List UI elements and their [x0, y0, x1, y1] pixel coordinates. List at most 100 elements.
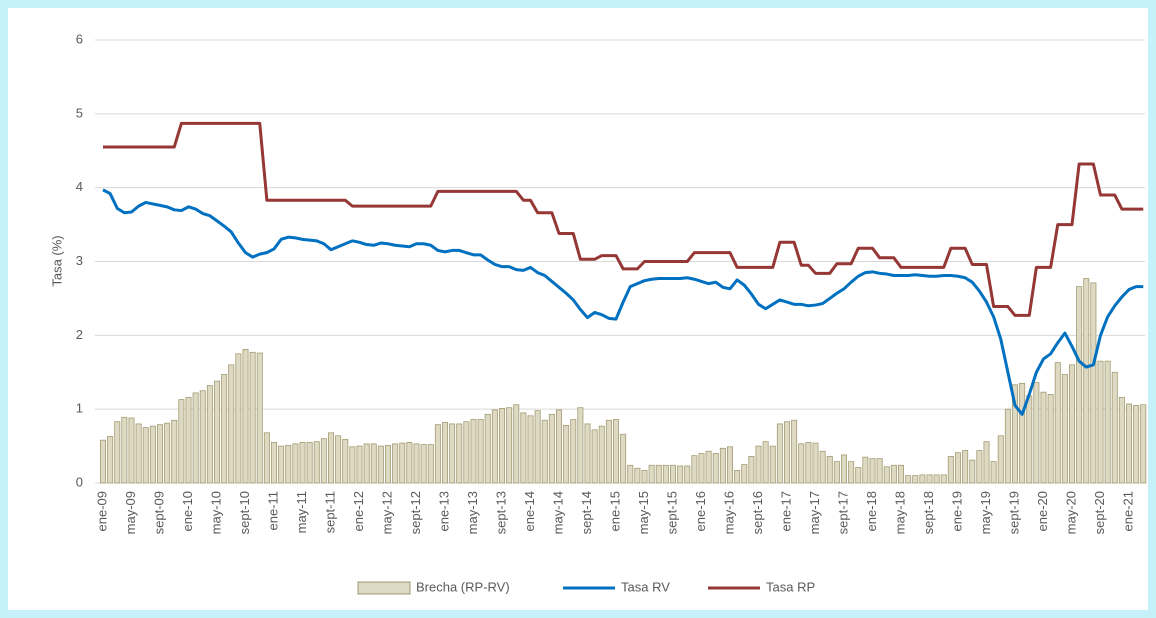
- bar: [1026, 395, 1033, 484]
- x-tick-label: may-20: [1063, 491, 1078, 534]
- x-tick-label: ene-15: [607, 491, 622, 531]
- x-tick-label: ene-09: [94, 491, 109, 531]
- bar: [278, 445, 285, 484]
- bar: [705, 450, 712, 484]
- x-tick-label: ene-11: [265, 491, 280, 531]
- x-tick-label: ene-17: [778, 491, 793, 531]
- x-tick-label: may-13: [465, 491, 480, 534]
- bar: [142, 427, 149, 484]
- bar: [869, 458, 876, 484]
- bar: [1019, 382, 1026, 484]
- bar: [1076, 286, 1083, 484]
- bar: [377, 445, 384, 484]
- bar: [905, 475, 912, 484]
- y-tick-label: 4: [76, 179, 83, 194]
- x-tick-label: may-19: [978, 491, 993, 534]
- bar: [363, 443, 370, 484]
- bar: [384, 444, 391, 484]
- bar: [491, 409, 498, 484]
- bar: [826, 456, 833, 484]
- bar: [370, 443, 377, 484]
- bar: [356, 445, 363, 484]
- x-tick-label: may-16: [721, 491, 736, 534]
- bar: [285, 444, 292, 484]
- bar: [798, 443, 805, 484]
- bar: [734, 470, 741, 484]
- bar: [1104, 360, 1111, 484]
- bar: [563, 425, 570, 484]
- bar: [855, 467, 862, 484]
- bar: [413, 443, 420, 484]
- bar: [776, 423, 783, 484]
- bar: [1033, 382, 1040, 484]
- bar: [1004, 408, 1011, 484]
- bar: [591, 429, 598, 484]
- bar: [484, 413, 491, 484]
- bar: [213, 380, 220, 484]
- bar: [100, 439, 107, 484]
- bar: [634, 467, 641, 484]
- bar: [128, 417, 135, 484]
- bar: [898, 464, 905, 484]
- x-tick-label: sept-10: [237, 491, 252, 534]
- legend-label: Tasa RV: [621, 579, 670, 594]
- bar: [769, 445, 776, 484]
- bar: [805, 441, 812, 484]
- bar: [670, 464, 677, 484]
- bar: [1133, 405, 1140, 484]
- x-tick-label: ene-13: [436, 491, 451, 531]
- bar: [862, 456, 869, 484]
- x-tick-label: may-10: [208, 491, 223, 534]
- bar: [1097, 360, 1104, 484]
- y-tick-label: 2: [76, 327, 83, 342]
- x-tick-label: may-11: [294, 491, 309, 533]
- y-tick-label: 5: [76, 105, 83, 120]
- bar: [955, 452, 962, 484]
- x-tick-label: sept-11: [322, 491, 337, 533]
- bar: [819, 450, 826, 484]
- x-tick-label: sept-17: [835, 491, 850, 534]
- bar: [1040, 391, 1047, 484]
- bar: [627, 464, 634, 484]
- bar: [420, 444, 427, 484]
- bar: [199, 390, 206, 484]
- bar: [498, 408, 505, 484]
- bar: [299, 441, 306, 484]
- bar: [178, 399, 185, 484]
- bar: [962, 450, 969, 484]
- bar: [206, 385, 213, 484]
- bar: [149, 425, 156, 484]
- bar: [292, 443, 299, 484]
- legend-label: Brecha (RP-RV): [416, 579, 510, 594]
- bar: [598, 425, 605, 484]
- x-tick-label: ene-20: [1035, 491, 1050, 531]
- bar: [876, 458, 883, 484]
- bar: [392, 443, 399, 484]
- x-tick-label: ene-19: [949, 491, 964, 531]
- bar: [456, 423, 463, 484]
- legend-swatch: [357, 581, 411, 595]
- line: [103, 121, 1144, 317]
- bar: [584, 423, 591, 484]
- bar: [655, 464, 662, 484]
- bar: [534, 410, 541, 484]
- x-tick-label: may-15: [636, 491, 651, 534]
- x-tick-label: may-09: [123, 491, 138, 534]
- bar: [791, 419, 798, 484]
- bar: [228, 364, 235, 484]
- x-tick-label: ene-14: [522, 491, 537, 531]
- bar: [620, 433, 627, 484]
- y-tick-label: 0: [76, 474, 83, 489]
- bar: [320, 438, 327, 484]
- bar: [983, 441, 990, 484]
- bar: [406, 441, 413, 484]
- bar: [719, 447, 726, 484]
- bar: [470, 419, 477, 484]
- bar: [185, 396, 192, 484]
- bar: [677, 465, 684, 484]
- bar: [541, 419, 548, 484]
- x-tick-label: sept-12: [408, 491, 423, 534]
- bar: [427, 444, 434, 484]
- bar: [890, 464, 897, 484]
- x-tick-label: ene-12: [351, 491, 366, 531]
